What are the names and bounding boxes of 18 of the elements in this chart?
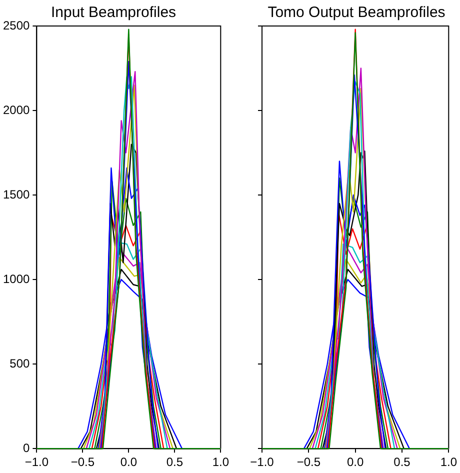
y-tick-label: 1000 bbox=[2, 272, 30, 286]
x-tick-label: 1.0 bbox=[440, 455, 458, 470]
x-tick-label: 0.5 bbox=[166, 455, 184, 470]
chart-title: Input Beamprofiles bbox=[50, 4, 176, 22]
x-tick-label: −0.5 bbox=[70, 455, 95, 470]
y-tick-label: 500 bbox=[10, 356, 30, 370]
x-tick-label: −1.0 bbox=[250, 455, 274, 470]
y-tick-label: 2000 bbox=[2, 102, 30, 117]
x-tick-label: −1.0 bbox=[24, 455, 49, 470]
y-tick-label: 1500 bbox=[2, 187, 30, 202]
y-tick-label: 2500 bbox=[2, 18, 30, 32]
y-tick-label: 0 bbox=[23, 440, 30, 455]
x-tick-label: 0.0 bbox=[346, 455, 364, 470]
chart-title: Tomo Output Beamprofiles bbox=[268, 4, 446, 22]
x-tick-label: 0.5 bbox=[394, 455, 411, 470]
x-tick-label: −0.5 bbox=[296, 455, 321, 470]
x-tick-label: 1.0 bbox=[212, 455, 230, 470]
x-tick-label: 0.0 bbox=[120, 455, 138, 470]
